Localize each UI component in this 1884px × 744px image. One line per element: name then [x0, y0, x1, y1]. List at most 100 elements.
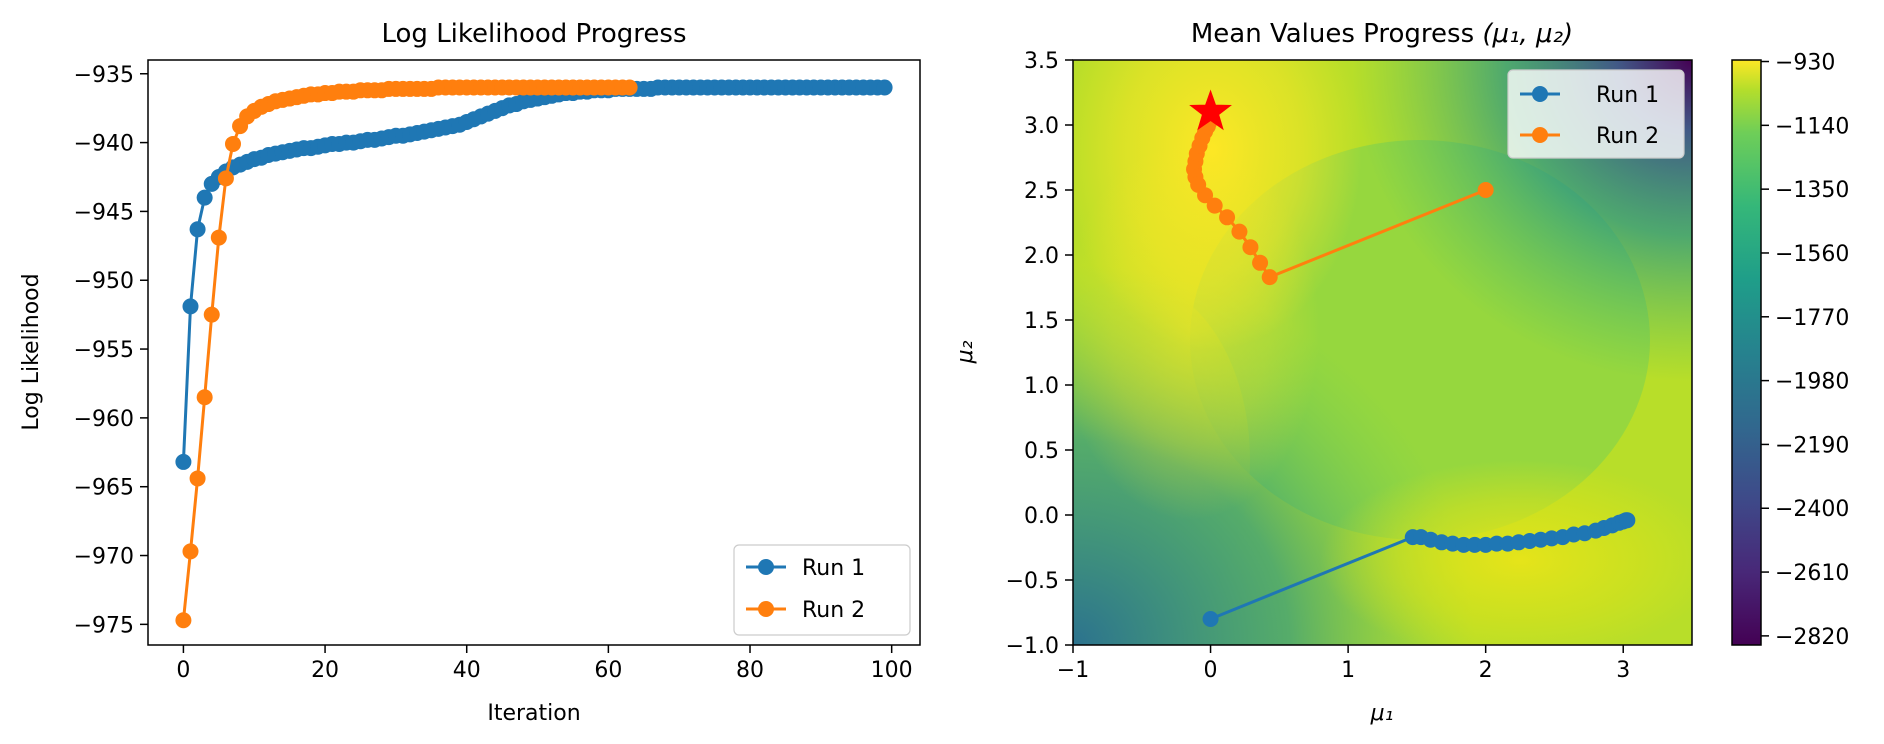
colorbar-tick-label: −2820 [1775, 625, 1849, 650]
x-tick-label: 1 [1341, 658, 1355, 683]
colorbar-tick-label: −1350 [1775, 178, 1849, 203]
chart1-x-label: Iteration [487, 701, 580, 726]
x-tick-label: 80 [736, 658, 764, 683]
y-tick-label: −975 [74, 613, 134, 638]
colorbar-tick-label: −930 [1775, 51, 1835, 76]
series-2-point [196, 389, 213, 406]
legend2-label-run-1: Run 1 [1596, 83, 1659, 108]
x-tick-label: 100 [871, 658, 913, 683]
path-series-1-point [1455, 536, 1472, 553]
series-2-point [621, 79, 638, 96]
legend2-label-run-2: Run 2 [1596, 124, 1659, 149]
y-tick-label: −935 [74, 63, 134, 88]
y-tick-label: 0.0 [1024, 504, 1059, 529]
y-tick-label: −945 [74, 200, 134, 225]
y-tick-label: −960 [74, 407, 134, 432]
y-tick-label: 2.0 [1024, 244, 1059, 269]
series-2-point [175, 612, 192, 629]
y-tick-label: −0.5 [1006, 569, 1059, 594]
path-series-2-point [1477, 182, 1494, 198]
chart2-frame [1072, 59, 1693, 646]
path-series-2-point [1261, 269, 1278, 286]
colorbar: −930 −1140 −1350 −1560 −1770 −1980 −2190 −2400 −… [1731, 51, 1849, 650]
series-1-point [196, 189, 213, 206]
path-series-1 [1202, 512, 1636, 627]
path-series-1-point [1202, 611, 1219, 627]
y-tick-label: −940 [74, 132, 134, 157]
chart2-x-label: μ₁ [1370, 701, 1394, 726]
chart2-legend: Run 1 Run 2 [1507, 69, 1685, 159]
path-series-1-point [1619, 512, 1636, 529]
optimum-star-marker [1189, 89, 1232, 131]
y-tick-label: −970 [74, 545, 134, 570]
series-1-point [175, 453, 192, 470]
path-series-2-point [1231, 223, 1248, 240]
y-tick-label: 1.5 [1024, 309, 1059, 334]
x-tick-label: 3 [1616, 658, 1630, 683]
legend-label-run-2: Run 2 [802, 598, 865, 623]
series-1-point [876, 79, 893, 96]
y-tick-label: 1.0 [1024, 374, 1059, 399]
legend-item-run-2: Run 2 [746, 598, 865, 623]
colorbar-ticks: −930 −1140 −1350 −1560 −1770 −1980 −2190 −2400 −… [1761, 51, 1849, 650]
chart2-x-ticks: −1 0 1 2 3 [1057, 645, 1630, 683]
x-tick-label: 0 [1204, 658, 1218, 683]
path-series-2-point [1219, 209, 1236, 226]
x-tick-label: 60 [594, 658, 622, 683]
colorbar-tick-label: −1140 [1775, 114, 1849, 139]
legend2-item-run-2: Run 2 [1520, 124, 1659, 149]
series-1 [175, 79, 893, 470]
path-series-2 [1186, 114, 1494, 286]
path-series-2-point [1206, 197, 1223, 214]
colorbar-tick-label: −2400 [1775, 497, 1849, 522]
chart1-title: Log Likelihood Progress [381, 19, 686, 49]
chart2-plot-area [1186, 89, 1636, 627]
series-2-point [217, 170, 234, 187]
colorbar-tick-label: −1560 [1775, 242, 1849, 267]
legend-item-run-1: Run 1 [746, 556, 865, 581]
x-tick-label: −1 [1057, 658, 1089, 683]
series-2-point [210, 229, 227, 246]
x-tick-label: 0 [176, 658, 190, 683]
series-2-point [203, 306, 220, 323]
series-2-point [224, 135, 241, 152]
legend2-marker-run-1 [1532, 86, 1548, 102]
y-tick-label: 3.5 [1024, 49, 1059, 74]
chart2-y-ticks: −1.0 −0.5 0.0 0.5 1.0 1.5 2.0 2.5 3.0 3.5 [1006, 49, 1073, 659]
series-2 [175, 79, 638, 629]
path-series-2-point [1242, 239, 1259, 256]
series-2-point [182, 543, 199, 560]
mean-values-chart: Mean Values Progress (μ₁, μ₂) −1 0 1 2 3 −1.… [953, 19, 1849, 726]
path-series-1-point [1488, 535, 1505, 552]
chart2-y-label: μ₂ [953, 340, 978, 364]
legend2-marker-run-2 [1532, 127, 1548, 143]
x-tick-label: 40 [453, 658, 481, 683]
legend-marker-run-2 [758, 601, 774, 617]
path-series-1-point [1466, 536, 1483, 553]
y-tick-label: 3.0 [1024, 114, 1059, 139]
x-tick-label: 2 [1479, 658, 1493, 683]
path-series-2-point [1252, 254, 1269, 271]
chart1-legend: Run 1 Run 2 [733, 544, 911, 636]
colorbar-gradient [1732, 60, 1761, 645]
colorbar-tick-label: −2610 [1775, 561, 1849, 586]
chart1-x-ticks: 0 20 40 60 80 100 [176, 645, 913, 683]
y-tick-label: −955 [74, 338, 134, 363]
colorbar-tick-label: −1770 [1775, 306, 1849, 331]
y-tick-label: 2.5 [1024, 179, 1059, 204]
colorbar-tick-label: −2190 [1775, 433, 1849, 458]
chart1-plot-area [175, 79, 893, 629]
chart1-frame [147, 59, 921, 646]
series-2-point [189, 470, 206, 487]
series-1-point [189, 221, 206, 238]
y-tick-label: 0.5 [1024, 439, 1059, 464]
colorbar-tick-label: −1980 [1775, 370, 1849, 395]
x-tick-label: 20 [311, 658, 339, 683]
series-1-point [182, 298, 199, 315]
chart1-y-label: Log Likelihood [19, 273, 44, 430]
y-tick-label: −950 [74, 269, 134, 294]
y-tick-label: −965 [74, 476, 134, 501]
legend-marker-run-1 [758, 559, 774, 575]
legend-label-run-1: Run 1 [802, 556, 865, 581]
